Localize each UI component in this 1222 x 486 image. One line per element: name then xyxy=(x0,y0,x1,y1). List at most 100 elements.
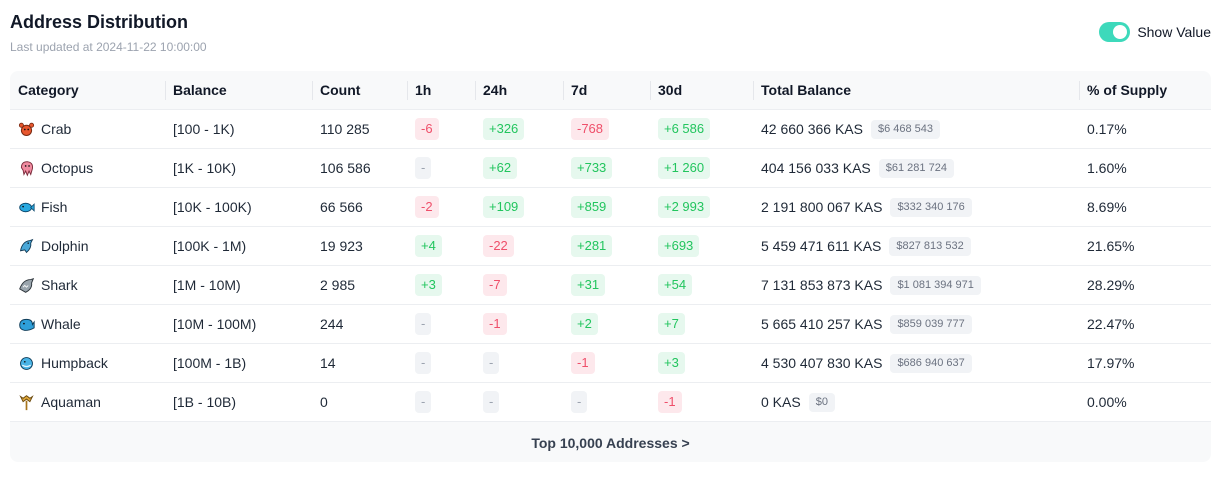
category-cell: Shark xyxy=(10,266,165,304)
supply-percent-cell: 8.69% xyxy=(1087,199,1127,215)
change-1h-cell: -6 xyxy=(407,110,475,148)
count-cell: 244 xyxy=(320,316,344,332)
total-balance-cell: 2 191 800 067 KAS $332 340 176 xyxy=(753,188,1079,226)
category-label: Octopus xyxy=(41,160,94,176)
balance-range-cell: [10M - 100M) xyxy=(173,316,257,332)
table-row: Whale [10M - 100M) 244 - -1 +2 +7 5 665 410 257… xyxy=(10,305,1211,344)
category-cell: Crab xyxy=(10,110,165,148)
change-1h-badge: - xyxy=(415,313,432,335)
change-30d-cell: +2 993 xyxy=(650,188,753,226)
change-30d-badge: +2 993 xyxy=(658,196,711,218)
count-cell: 19 923 xyxy=(320,238,363,254)
column-header-30d: 30d xyxy=(650,71,753,109)
table-row: Aquaman [1B - 10B) 0 - - - -1 0 KAS $0 0.00% xyxy=(10,383,1211,422)
category-label: Whale xyxy=(41,316,81,332)
page-title: Address Distribution xyxy=(10,12,189,32)
top-addresses-link[interactable]: Top 10,000 Addresses > xyxy=(531,434,690,451)
count-cell: 110 285 xyxy=(320,121,370,137)
change-7d-badge: +859 xyxy=(571,196,613,218)
change-30d-badge: +3 xyxy=(658,352,685,374)
column-header-24h: 24h xyxy=(475,71,563,109)
change-24h-cell: - xyxy=(475,344,563,382)
change-30d-cell: +6 586 xyxy=(650,110,753,148)
column-header-balance: Balance xyxy=(165,71,312,109)
column-header-count: Count xyxy=(312,71,407,109)
total-balance-cell: 5 459 471 611 KAS $827 813 532 xyxy=(753,227,1079,265)
shark-icon xyxy=(18,277,35,294)
balance-range-cell: [1B - 10B) xyxy=(173,394,237,410)
fish-icon xyxy=(18,199,35,216)
category-label: Humpback xyxy=(41,355,108,371)
change-1h-cell: - xyxy=(407,305,475,343)
total-balance-value: 5 665 410 257 KAS xyxy=(761,316,883,332)
usd-value-badge: $61 281 724 xyxy=(878,158,954,178)
change-1h-badge: - xyxy=(415,391,432,413)
total-balance-value: 2 191 800 067 KAS xyxy=(761,199,883,215)
category-cell: Fish xyxy=(10,188,165,226)
category-cell: Dolphin xyxy=(10,227,165,265)
change-30d-badge: +693 xyxy=(658,235,700,257)
change-7d-cell: +31 xyxy=(563,266,650,304)
change-30d-cell: +3 xyxy=(650,344,753,382)
change-24h-badge: +109 xyxy=(483,196,525,218)
change-24h-badge: - xyxy=(483,391,500,413)
supply-percent-cell: 21.65% xyxy=(1087,238,1135,254)
usd-value-badge: $686 940 637 xyxy=(890,353,972,373)
usd-value-badge: $0 xyxy=(808,392,835,412)
count-cell: 66 566 xyxy=(320,199,363,215)
change-7d-cell: +733 xyxy=(563,149,650,187)
change-30d-badge: +7 xyxy=(658,313,685,335)
change-30d-badge: -1 xyxy=(658,391,682,413)
category-label: Dolphin xyxy=(41,238,89,254)
balance-range-cell: [10K - 100K) xyxy=(173,199,252,215)
total-balance-value: 7 131 853 873 KAS xyxy=(761,277,883,293)
balance-range-cell: [1K - 10K) xyxy=(173,160,237,176)
change-1h-cell: - xyxy=(407,383,475,421)
change-24h-cell: +62 xyxy=(475,149,563,187)
supply-percent-cell: 17.97% xyxy=(1087,355,1135,371)
change-7d-cell: +2 xyxy=(563,305,650,343)
change-30d-badge: +54 xyxy=(658,274,693,296)
last-updated-text: Last updated at 2024-11-22 10:00:00 xyxy=(10,40,207,54)
column-header-1h: 1h xyxy=(407,71,475,109)
category-cell: Octopus xyxy=(10,149,165,187)
total-balance-cell: 404 156 033 KAS $61 281 724 xyxy=(753,149,1079,187)
count-cell: 0 xyxy=(320,394,328,410)
column-header-supply: % of Supply xyxy=(1079,71,1211,109)
whale-icon xyxy=(18,316,35,333)
total-balance-cell: 7 131 853 873 KAS $1 081 394 971 xyxy=(753,266,1079,304)
total-balance-cell: 42 660 366 KAS $6 468 543 xyxy=(753,110,1079,148)
column-header-7d: 7d xyxy=(563,71,650,109)
table-body: Crab [100 - 1K) 110 285 -6 +326 -768 +6 586 42 … xyxy=(10,110,1211,422)
octopus-icon xyxy=(18,160,35,177)
total-balance-value: 404 156 033 KAS xyxy=(761,160,871,176)
show-value-control[interactable]: Show Value xyxy=(1099,22,1211,42)
supply-percent-cell: 1.60% xyxy=(1087,160,1127,176)
change-7d-badge: +733 xyxy=(571,157,613,179)
change-30d-cell: +7 xyxy=(650,305,753,343)
change-24h-badge: -1 xyxy=(483,313,507,335)
dolphin-icon xyxy=(18,238,35,255)
table-row: Fish [10K - 100K) 66 566 -2 +109 +859 +2 993 2 … xyxy=(10,188,1211,227)
change-1h-cell: -2 xyxy=(407,188,475,226)
change-7d-badge: +2 xyxy=(571,313,598,335)
category-cell: Aquaman xyxy=(10,383,165,421)
change-1h-badge: - xyxy=(415,157,432,179)
change-30d-cell: -1 xyxy=(650,383,753,421)
table-row: Shark [1M - 10M) 2 985 +3 -7 +31 +54 7 131 853 … xyxy=(10,266,1211,305)
table-header: Category Balance Count 1h 24h 7d 30d Tot… xyxy=(10,71,1211,110)
change-30d-cell: +1 260 xyxy=(650,149,753,187)
usd-value-badge: $332 340 176 xyxy=(890,197,972,217)
change-7d-badge: - xyxy=(571,391,588,413)
humpback-icon xyxy=(18,355,35,372)
total-balance-value: 4 530 407 830 KAS xyxy=(761,355,883,371)
change-7d-badge: +281 xyxy=(571,235,613,257)
category-cell: Humpback xyxy=(10,344,165,382)
show-value-toggle[interactable] xyxy=(1099,22,1131,42)
category-label: Fish xyxy=(41,199,68,215)
table-row: Dolphin [100K - 1M) 19 923 +4 -22 +281 +693 5 4… xyxy=(10,227,1211,266)
category-cell: Whale xyxy=(10,305,165,343)
change-1h-badge: -2 xyxy=(415,196,439,218)
column-header-total-balance: Total Balance xyxy=(753,71,1079,109)
category-label: Crab xyxy=(41,121,72,137)
